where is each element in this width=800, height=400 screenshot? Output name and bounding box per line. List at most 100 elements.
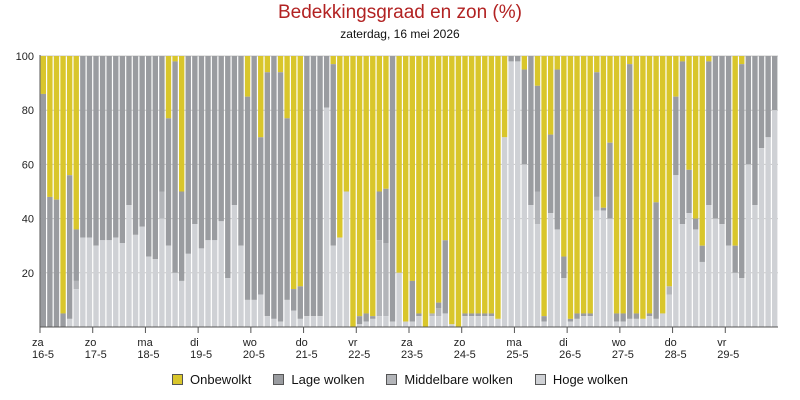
chart-plot: 20406080100za16-5zo17-5ma18-5di19-5wo20-…	[16, 51, 778, 361]
bar-low-clouds	[765, 56, 771, 138]
legend-item-low: Lage wolken	[273, 372, 364, 387]
bar-high-clouds	[304, 316, 310, 327]
bar-mid-clouds	[73, 280, 79, 290]
bar-low-clouds	[620, 313, 626, 322]
bar-high-clouds	[725, 245, 732, 327]
legend-label-mid: Middelbare wolken	[404, 372, 513, 387]
bar-high-clouds	[468, 316, 475, 327]
bar-high-clouds	[594, 210, 600, 327]
bar-high-clouds	[284, 299, 290, 327]
bar-high-clouds	[673, 175, 679, 327]
bar-sun	[396, 56, 402, 273]
bar-sun	[640, 56, 646, 319]
bar-sun	[449, 56, 455, 325]
bar-high-clouds	[528, 205, 534, 327]
bar-high-clouds	[699, 261, 705, 327]
bar-high-clouds	[297, 318, 303, 327]
chart-subtitle: zaterdag, 16 mei 2026	[340, 27, 460, 41]
x-tick-date-label: 16-5	[32, 349, 54, 361]
bar-low-clouds	[435, 302, 442, 309]
bar-high-clouds	[403, 321, 409, 327]
bar-sun	[501, 56, 508, 138]
legend-swatch-mid	[386, 374, 398, 385]
bar-low-clouds	[528, 56, 534, 206]
bar-sun	[60, 56, 66, 314]
bar-low-clouds	[60, 313, 66, 327]
bar-sun	[343, 56, 350, 192]
bar-low-clouds	[554, 69, 560, 230]
legend-swatch-low	[273, 374, 285, 385]
bar-high-clouds	[205, 240, 211, 327]
bar-high-clouds	[370, 318, 376, 327]
bar-low-clouds	[126, 56, 132, 206]
bar-low-clouds	[462, 313, 468, 317]
bar-low-clouds	[719, 56, 725, 225]
bar-low-clouds	[73, 229, 79, 281]
bar-sun	[356, 56, 363, 317]
bar-low-clouds	[692, 218, 699, 230]
bar-sun	[488, 56, 495, 314]
x-tick-day-label: di	[559, 337, 568, 349]
bar-sun	[739, 56, 745, 65]
bar-high-clouds	[587, 316, 593, 327]
bar-sun	[653, 56, 659, 203]
bar-high-clouds	[712, 218, 719, 327]
x-tick-date-label: 21-5	[296, 349, 318, 361]
bar-low-clouds	[152, 56, 159, 260]
bar-high-clouds	[554, 229, 560, 327]
bar-sun	[607, 56, 613, 143]
bar-sun	[73, 56, 79, 230]
bar-high-clouds	[106, 240, 112, 327]
x-tick-day-label: wo	[611, 337, 626, 349]
bar-mid-clouds	[534, 191, 541, 225]
bar-low-clouds	[521, 69, 528, 165]
bar-mid-clouds	[429, 313, 435, 317]
x-tick-day-label: vr	[717, 337, 727, 349]
bar-low-clouds	[290, 289, 297, 311]
x-tick-date-label: 19-5	[190, 349, 212, 361]
bar-high-clouds	[600, 210, 607, 327]
bar-low-clouds	[468, 313, 475, 317]
bar-high-clouds	[383, 316, 389, 327]
bar-high-clouds	[139, 226, 145, 327]
bar-low-clouds	[146, 56, 152, 257]
x-tick-date-label: 28-5	[665, 349, 687, 361]
x-tick-date-label: 18-5	[137, 349, 159, 361]
bar-high-clouds	[429, 316, 435, 327]
bar-high-clouds	[290, 310, 297, 327]
bar-high-clouds	[646, 316, 653, 327]
bar-sun	[409, 56, 415, 281]
bar-low-clouds	[376, 191, 383, 241]
x-tick-day-label: za	[32, 337, 45, 349]
bar-high-clouds	[93, 245, 99, 327]
bar-sun	[165, 56, 172, 119]
bar-high-clouds	[231, 205, 238, 327]
bar-high-clouds	[613, 321, 620, 327]
bar-low-clouds	[47, 196, 53, 327]
bar-low-clouds	[752, 56, 758, 206]
bar-low-clouds	[370, 316, 376, 319]
bar-sun	[330, 56, 336, 65]
bar-sun	[350, 56, 356, 327]
bar-low-clouds	[587, 313, 593, 317]
bar-high-clouds	[343, 191, 350, 327]
bar-high-clouds	[225, 278, 231, 327]
bar-low-clouds	[99, 56, 106, 241]
bar-sun	[416, 56, 422, 314]
bar-mid-clouds	[159, 191, 165, 219]
axis-layer: 20406080100za16-5zo17-5ma18-5di19-5wo20-…	[16, 51, 778, 361]
bar-low-clouds	[673, 96, 679, 176]
bar-sun	[53, 56, 60, 200]
bar-sun	[600, 56, 607, 208]
bar-sun	[679, 56, 686, 62]
bar-high-clouds	[547, 213, 554, 327]
bar-sun	[627, 56, 633, 65]
bar-high-clouds	[198, 248, 205, 327]
bar-low-clouds	[53, 199, 60, 327]
bar-sun	[290, 56, 297, 290]
bar-high-clouds	[653, 318, 659, 327]
bar-high-clouds	[633, 318, 640, 327]
bar-high-clouds	[745, 164, 752, 327]
bar-sun	[475, 56, 481, 314]
bar-sun	[370, 56, 376, 317]
